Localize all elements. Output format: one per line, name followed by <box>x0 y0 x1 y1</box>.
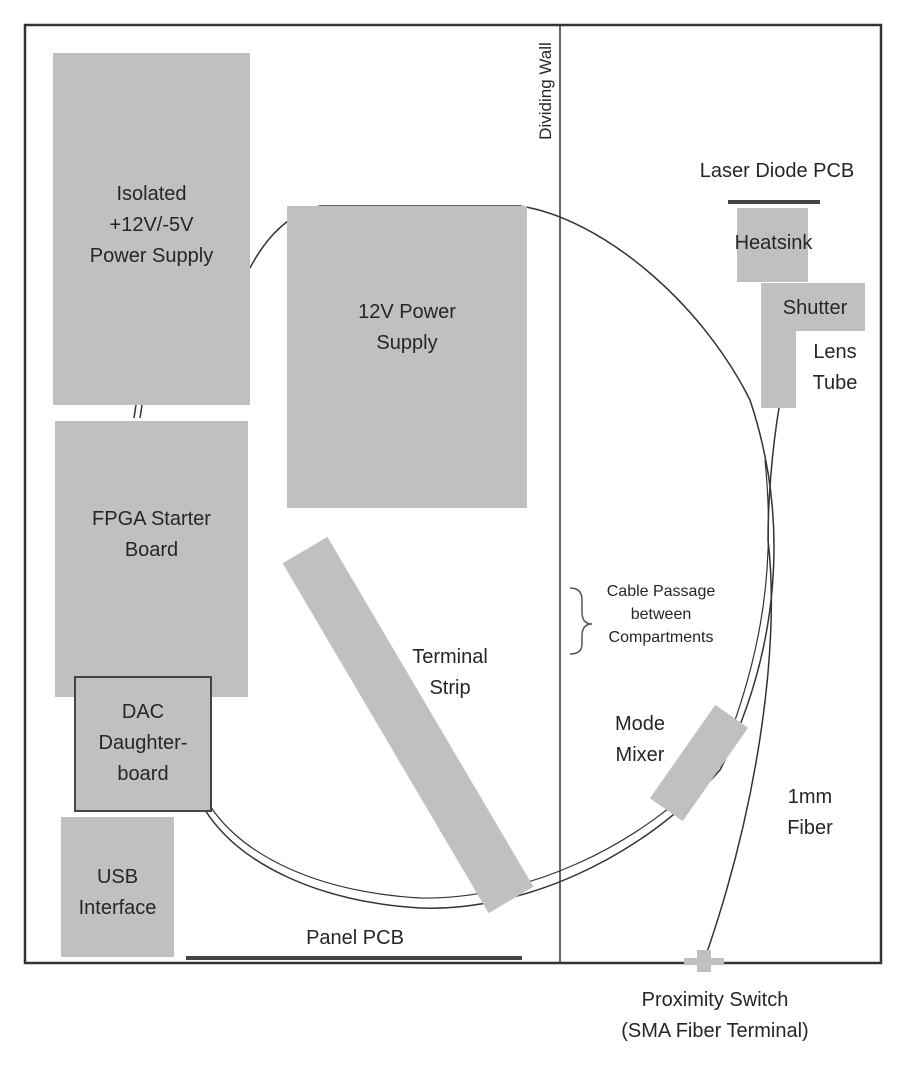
enclosure-outline <box>23 23 883 965</box>
mode-mixer-block <box>649 704 749 822</box>
fpga-board-label: FPGA Starter Board <box>92 508 211 561</box>
dac-daughterboard-block <box>74 676 212 812</box>
terminal-strip-block <box>282 536 534 914</box>
psu-12v-block <box>287 206 527 508</box>
proximity-switch-label: Proximity Switch (SMA Fiber Terminal) <box>621 989 809 1042</box>
terminal-strip-label: Terminal Strip <box>412 646 488 699</box>
lens-tube-label: Lens Tube <box>812 341 858 394</box>
dac-daughterboard-label: DAC Daughter- board <box>98 701 188 785</box>
fiber-to-lens <box>767 407 780 541</box>
shutter-label: Shutter <box>782 297 848 319</box>
isolated-psu-block <box>53 53 250 405</box>
isolated-psu-label: Isolated +12V/-5V Power Supply <box>89 183 214 267</box>
proximity-switch-flange <box>684 958 724 965</box>
cable-passage-bracket <box>569 587 593 655</box>
fiber-label: 1mm Fiber <box>787 786 833 839</box>
psu-fpga-cable <box>133 404 143 419</box>
cable-passage-label: Cable Passage between Compartments <box>606 583 716 646</box>
psu-12v-label: 12V Power Supply <box>358 301 456 354</box>
panel-pcb-label: Panel PCB <box>306 927 404 949</box>
laser-diode-pcb-label: Laser Diode PCB <box>699 160 855 182</box>
fiber-to-switch <box>704 539 773 959</box>
dividing-wall-label: Dividing Wall <box>536 42 555 140</box>
fpga-board-block <box>55 421 248 697</box>
fiber-loop-outer <box>204 205 775 909</box>
mode-mixer-label: Mode Mixer <box>614 713 666 766</box>
fiber-loop-inner <box>209 459 770 899</box>
usb-interface-label: USB Interface <box>78 866 157 919</box>
heatsink-block <box>737 208 808 282</box>
heatsink-label: Heatsink <box>734 232 813 254</box>
lens-tube-block <box>761 283 796 408</box>
usb-interface-block <box>61 817 174 957</box>
